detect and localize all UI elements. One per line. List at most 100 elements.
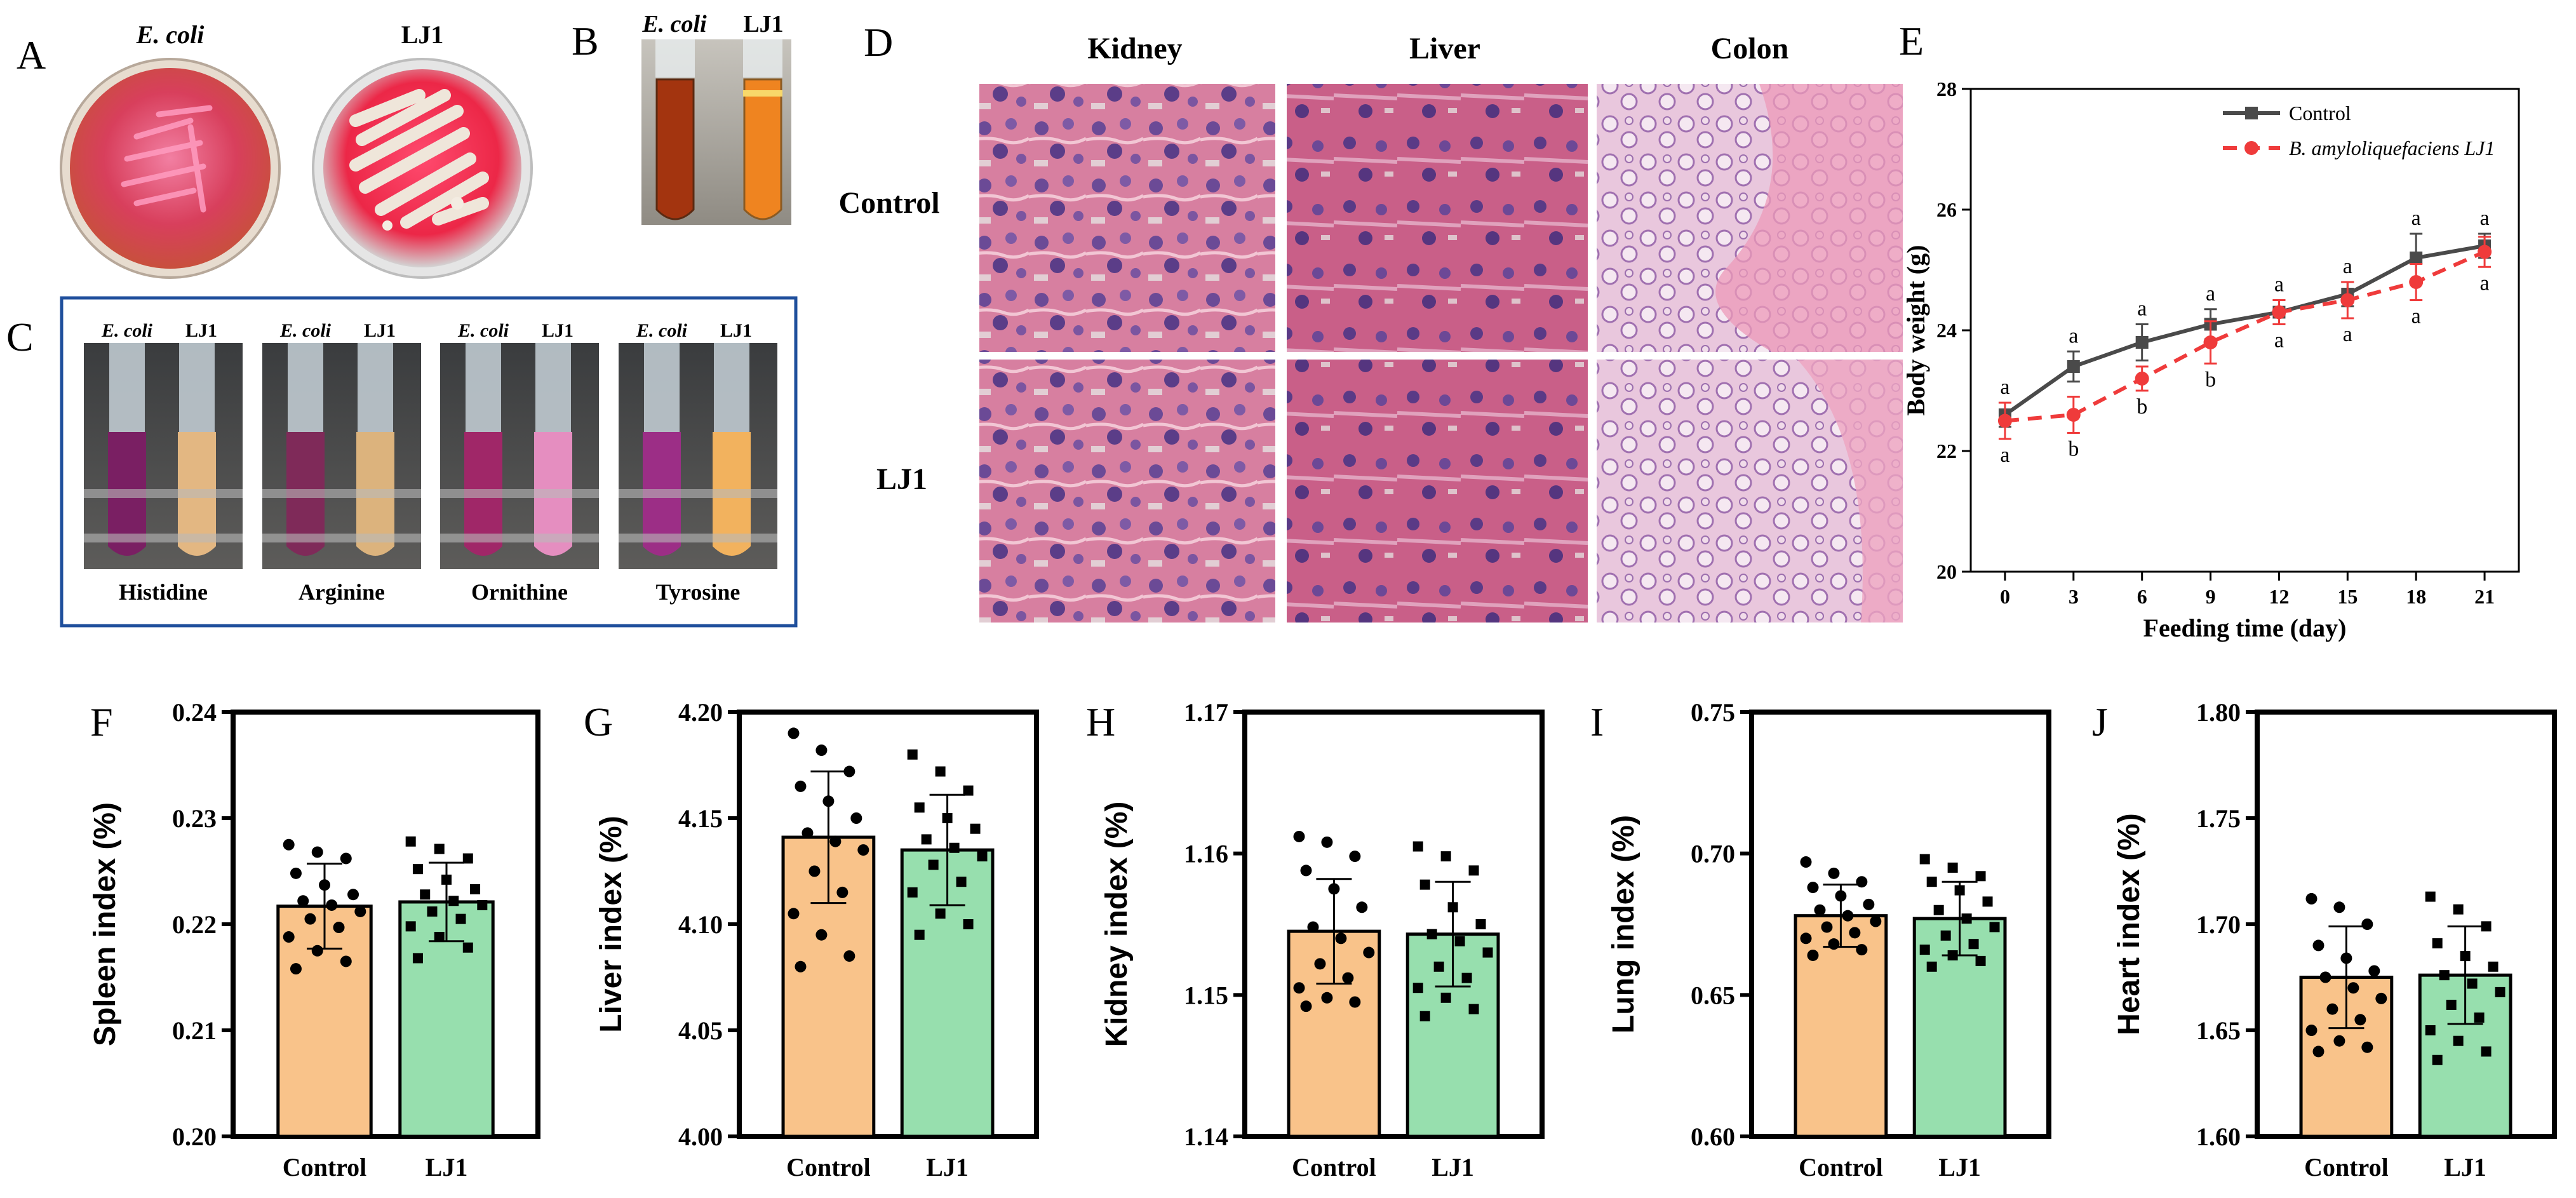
data-point-control bbox=[1800, 932, 1812, 945]
data-point-control bbox=[1349, 851, 1361, 863]
data-point-lj1 bbox=[2495, 986, 2506, 997]
tube-label-lj1-3: LJ1 bbox=[542, 320, 574, 341]
y-tick-label: 1.14 bbox=[1184, 1122, 1228, 1151]
data-point-lj1 bbox=[412, 864, 423, 875]
data-point-control bbox=[829, 835, 842, 847]
data-point-control bbox=[788, 908, 800, 920]
data-point-lj1 bbox=[1933, 905, 1944, 915]
data-point-lj1 bbox=[455, 913, 466, 924]
tube-label-ecoli-3: E. coli bbox=[457, 320, 509, 341]
data-point-lj1 bbox=[2432, 938, 2443, 949]
data-point-lj1 bbox=[1412, 983, 1423, 993]
panel-letter-c: C bbox=[6, 314, 34, 360]
data-point-control bbox=[2361, 919, 2373, 930]
x-tick-label: 18 bbox=[2406, 585, 2426, 608]
data-point-control bbox=[808, 865, 821, 877]
data-point-control bbox=[1328, 883, 1340, 895]
tube-label-lj1-1: LJ1 bbox=[185, 320, 217, 341]
tube-label-ecoli-2: E. coli bbox=[279, 320, 332, 341]
data-point-lj1 bbox=[412, 953, 423, 964]
significance-letter: a bbox=[2069, 324, 2078, 347]
data-point-control bbox=[2305, 892, 2318, 905]
data-point-control bbox=[1807, 949, 1819, 961]
x-tick-label: LJ1 bbox=[926, 1153, 969, 1181]
data-point-control bbox=[326, 899, 338, 911]
y-tick-label: 28 bbox=[1936, 77, 1957, 100]
y-tick-label: 0.23 bbox=[172, 804, 217, 833]
data-point-lj1 bbox=[2272, 305, 2286, 320]
y-tick-label: 0.70 bbox=[1691, 840, 1735, 868]
data-point-control bbox=[1300, 1000, 1312, 1013]
data-point-lj1 bbox=[2474, 1012, 2485, 1023]
data-point-lj1 bbox=[977, 851, 988, 862]
x-tick-label: 0 bbox=[2000, 585, 2010, 608]
data-point-control bbox=[1835, 890, 1847, 902]
data-point-lj1 bbox=[1433, 961, 1444, 972]
histology-col-kidney: Kidney bbox=[1087, 32, 1182, 65]
chart-g: G 4.00 4.05 4.10 4.15 4.20 Liver index (%) Cont… bbox=[584, 698, 1039, 1181]
histology-liver-control bbox=[1287, 84, 1588, 352]
data-point-control bbox=[822, 795, 835, 807]
histology-row-control: Control bbox=[838, 186, 939, 220]
chart-e-body-weight: 20 22 24 26 28 0 3 6 9 12 15 18 21 Feeding time (day)… bbox=[1902, 77, 2520, 642]
data-point-control bbox=[2067, 360, 2080, 373]
x-tick-label: 9 bbox=[2206, 585, 2216, 608]
x-tick-label: 6 bbox=[2137, 585, 2147, 608]
data-point-control bbox=[347, 889, 359, 901]
data-point-control bbox=[290, 963, 302, 975]
x-tick-label: Control bbox=[283, 1153, 367, 1181]
data-point-control bbox=[1828, 867, 1840, 879]
y-tick-label: 22 bbox=[1936, 440, 1957, 462]
y-tick-label: 26 bbox=[1936, 198, 1957, 221]
data-point-control bbox=[788, 727, 800, 739]
plate-label-ecoli: E. coli bbox=[136, 20, 205, 49]
data-point-control bbox=[2361, 1041, 2373, 1053]
data-point-lj1 bbox=[462, 942, 473, 953]
data-point-lj1 bbox=[2135, 372, 2149, 386]
data-point-lj1 bbox=[1468, 865, 1479, 876]
y-tick-label: 0.60 bbox=[1691, 1122, 1735, 1151]
series-line-control bbox=[2004, 244, 2485, 417]
data-point-lj1 bbox=[420, 889, 431, 900]
data-point-lj1 bbox=[1440, 992, 1451, 1003]
data-point-control bbox=[857, 844, 869, 856]
data-point-lj1 bbox=[2409, 275, 2424, 289]
y-tick-label: 1.15 bbox=[1184, 981, 1228, 1009]
data-point-control bbox=[340, 852, 352, 865]
x-tick-label: Control bbox=[786, 1153, 871, 1181]
panel-letter-f: F bbox=[90, 699, 113, 744]
chart-f: F 0.20 0.21 0.22 0.23 0.24 Spleen index (%) Con… bbox=[88, 698, 540, 1181]
significance-letter: a bbox=[2206, 282, 2215, 306]
plate-label-lj1: LJ1 bbox=[401, 20, 444, 49]
data-point-control bbox=[1335, 932, 1347, 945]
x-tick-label: 12 bbox=[2269, 585, 2289, 608]
data-point-control bbox=[836, 886, 849, 898]
y-axis-label: Liver index (%) bbox=[594, 816, 628, 1032]
y-axis-label: Spleen index (%) bbox=[88, 802, 122, 1046]
data-point-control bbox=[1307, 921, 1319, 933]
data-point-lj1 bbox=[2488, 961, 2499, 972]
x-tick-label: 21 bbox=[2474, 585, 2495, 608]
data-point-control bbox=[1870, 915, 1882, 927]
data-point-control bbox=[283, 838, 295, 851]
data-point-lj1 bbox=[462, 853, 473, 864]
chart-j: J 1.60 1.65 1.70 1.75 1.80 Heart index (%) Cont… bbox=[2092, 698, 2557, 1181]
y-axis-label: Body weight (g) bbox=[1902, 245, 1930, 416]
data-point-control bbox=[1356, 901, 1368, 913]
tube-label-ecoli-1: E. coli bbox=[101, 320, 153, 341]
data-point-lj1 bbox=[935, 766, 946, 777]
y-tick-label: 4.00 bbox=[678, 1122, 723, 1151]
x-axis-label: Feeding time (day) bbox=[2143, 614, 2347, 642]
chart-i: I 0.60 0.65 0.70 0.75 Lung index (%) Control LJ… bbox=[1590, 698, 2051, 1181]
tube-label-lj1-4: LJ1 bbox=[720, 320, 752, 341]
significance-letter: a bbox=[2137, 297, 2147, 321]
data-point-lj1 bbox=[2481, 921, 2492, 932]
data-point-control bbox=[1807, 882, 1819, 894]
data-point-lj1 bbox=[949, 842, 960, 853]
data-point-control bbox=[311, 846, 323, 858]
data-point-control bbox=[1321, 992, 1333, 1004]
data-point-control bbox=[1821, 921, 1833, 933]
data-point-control bbox=[802, 827, 814, 839]
data-point-control bbox=[283, 931, 295, 943]
